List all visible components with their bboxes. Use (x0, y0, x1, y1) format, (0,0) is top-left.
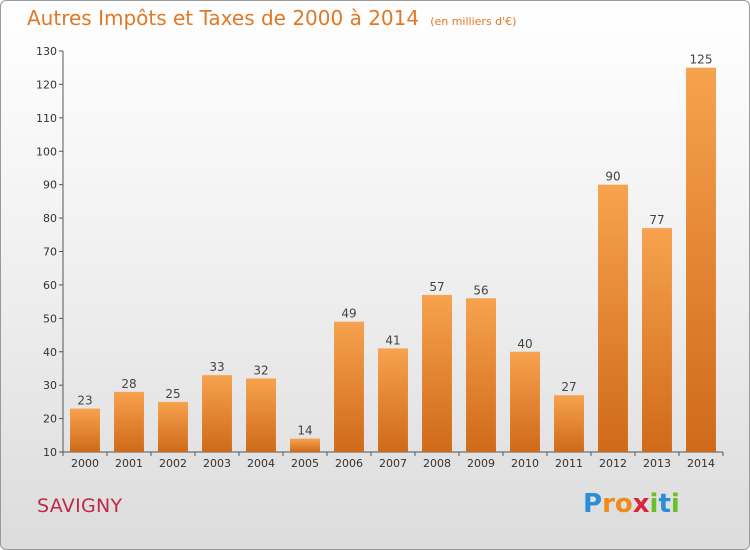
bar (686, 67, 716, 452)
y-tick-label: 60 (43, 279, 57, 292)
bar (202, 375, 232, 452)
brand-logo: Proxiti (583, 489, 680, 519)
y-tick-label: 40 (43, 346, 57, 359)
data-labels: 23 28 25 33 32 14 49 41 57 56 40 27 90 77 125 (77, 53, 712, 438)
bar-value-label: 33 (209, 360, 224, 374)
x-tick-label: 2006 (335, 457, 363, 470)
x-tick-label: 2011 (555, 457, 583, 470)
x-tick-label: 2004 (247, 457, 275, 470)
bar (554, 395, 584, 452)
chart-unit: (en milliers d'€) (430, 15, 517, 28)
bar (334, 321, 364, 452)
y-tick-label: 80 (43, 212, 57, 225)
y-tick-label: 30 (43, 379, 57, 392)
bar-value-label: 49 (341, 307, 356, 321)
x-tick-label: 2010 (511, 457, 539, 470)
y-tick-label: 110 (36, 112, 57, 125)
bar (466, 298, 496, 452)
bar (642, 228, 672, 452)
bar (290, 438, 320, 452)
brand-letter: o (614, 489, 633, 519)
axes: 10 20 30 40 50 60 70 80 90 100 110 120 130 2000 2001 20… (36, 45, 724, 470)
brand-letter: t (658, 489, 671, 519)
brand-letter: i (670, 489, 680, 519)
bar-value-label: 90 (605, 170, 620, 184)
bar-value-label: 125 (690, 53, 713, 67)
commune-name: SAVIGNY (37, 495, 123, 517)
bar (114, 391, 144, 452)
y-tick-label: 70 (43, 246, 57, 259)
brand-letter: i (649, 489, 659, 519)
x-tick-label: 2005 (291, 457, 319, 470)
y-tick-label: 50 (43, 312, 57, 325)
brand-letter: P (583, 489, 603, 519)
bar (598, 184, 628, 452)
bar-value-label: 57 (429, 280, 444, 294)
x-tick-label: 2003 (203, 457, 231, 470)
y-tick-label: 20 (43, 413, 57, 426)
bar (422, 294, 452, 452)
bar (510, 351, 540, 452)
brand-letter: r (602, 489, 615, 519)
bar-value-label: 32 (253, 363, 268, 377)
bar (246, 378, 276, 452)
x-tick-label: 2012 (599, 457, 627, 470)
y-tick-label: 120 (36, 78, 57, 91)
title-line: Autres Impôts et Taxes de 2000 à 2014 (e… (27, 6, 516, 30)
x-tick-label: 2000 (71, 457, 99, 470)
bar-value-label: 40 (517, 337, 532, 351)
x-tick-label: 2009 (467, 457, 495, 470)
bar-value-label: 14 (297, 424, 312, 438)
x-tick-label: 2014 (687, 457, 715, 470)
y-tick-label: 10 (43, 446, 57, 459)
x-tick-label: 2001 (115, 457, 143, 470)
bar (378, 348, 408, 452)
bar-value-label: 28 (121, 377, 136, 391)
y-tick-label: 130 (36, 45, 57, 58)
brand-letter: x (632, 489, 650, 519)
x-tick-label: 2007 (379, 457, 407, 470)
x-tick-label: 2008 (423, 457, 451, 470)
x-tick-label: 2002 (159, 457, 187, 470)
bars (70, 67, 716, 452)
y-tick-label: 90 (43, 179, 57, 192)
bar-value-label: 41 (385, 333, 400, 347)
bar (158, 401, 188, 452)
bar-value-label: 23 (77, 394, 92, 408)
bar-value-label: 25 (165, 387, 180, 401)
x-tick-label: 2013 (643, 457, 671, 470)
chart-title: Autres Impôts et Taxes de 2000 à 2014 (27, 6, 420, 30)
bar (70, 408, 100, 452)
bar-value-label: 77 (649, 213, 664, 227)
bar-value-label: 56 (473, 283, 488, 297)
bar-value-label: 27 (561, 380, 576, 394)
y-tick-label: 100 (36, 145, 57, 158)
